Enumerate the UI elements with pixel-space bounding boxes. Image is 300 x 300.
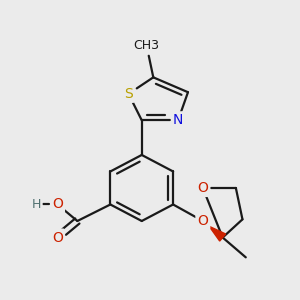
Text: O: O: [197, 181, 208, 195]
Text: CH3: CH3: [134, 40, 160, 52]
Text: O: O: [52, 197, 63, 212]
Text: S: S: [124, 87, 133, 101]
Text: O: O: [52, 230, 63, 244]
Text: O: O: [197, 214, 208, 228]
Polygon shape: [209, 226, 226, 241]
Text: N: N: [173, 113, 183, 127]
Text: H: H: [32, 198, 41, 211]
